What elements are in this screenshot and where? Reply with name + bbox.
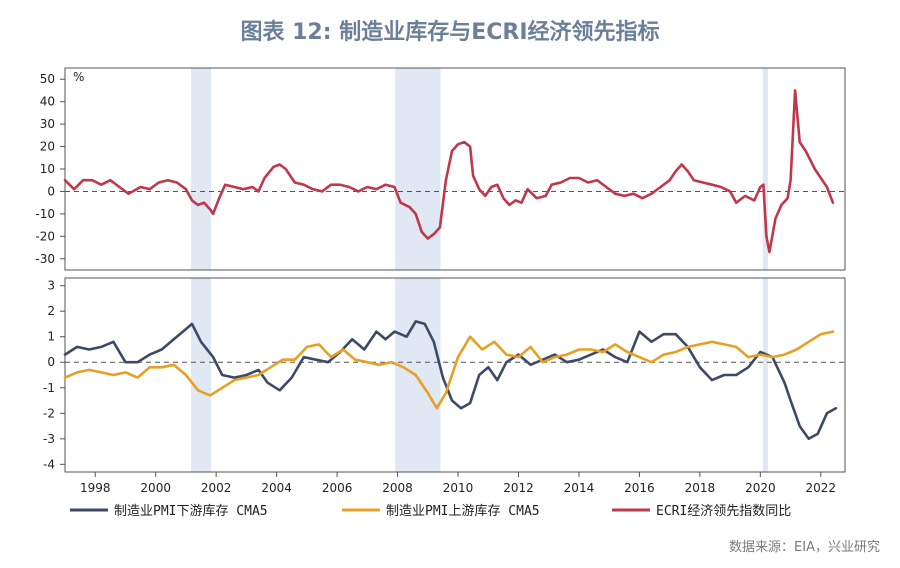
bottom-frame	[64, 277, 846, 473]
top-shade-0	[191, 68, 212, 270]
xtick-label-9: 2016	[624, 481, 655, 495]
ecri-panel: 50 40 30 20 10 0 -10 -20 -30%	[35, 67, 846, 271]
bottom-ytick-label-0: 3	[47, 279, 55, 293]
top-ytick-label-4: 10	[40, 162, 55, 176]
top-unit-label: %	[73, 70, 84, 84]
bottom-ytick-label-4: -1	[43, 381, 55, 395]
bottom-ytick-label-7: -4	[43, 457, 55, 471]
top-ytick-label-7: -20	[35, 229, 55, 243]
xtick-label-1: 2000	[140, 481, 171, 495]
top-ytick-label-0: 50	[40, 72, 55, 86]
bottom-shade-2	[762, 278, 768, 472]
xtick-label-3: 2004	[261, 481, 292, 495]
xtick-label-10: 2018	[685, 481, 716, 495]
bottom-ytick-label-5: -2	[43, 406, 55, 420]
top-shade-2	[762, 68, 768, 270]
top-ytick-label-1: 40	[40, 95, 55, 109]
xtick-label-7: 2012	[503, 481, 534, 495]
page-title: 图表 12: 制造业库存与ECRI经济领先指标	[240, 20, 660, 45]
top-ytick-label-8: -30	[35, 252, 55, 266]
xtick-label-6: 2010	[443, 481, 474, 495]
legend-label-1: 制造业PMI上游库存 CMA5	[386, 503, 540, 519]
legend: 制造业PMI下游库存 CMA5 制造业PMI上游库存 CMA5 ECRI经济领先指数…	[70, 503, 791, 519]
pmi-inventory-panel: 3 2 1 0 -1 -2 -3 -4 1998 2000 2002 2004 2006 2008 2010…	[43, 277, 846, 495]
top-frame	[64, 67, 846, 271]
legend-label-2: ECRI经济领先指数同比	[656, 504, 791, 519]
xtick-label-8: 2014	[564, 481, 595, 495]
bottom-shade-0	[191, 278, 212, 472]
bottom-ytick-label-1: 2	[47, 304, 55, 318]
bottom-ytick-label-3: 0	[47, 355, 55, 369]
xtick-label-2: 2002	[201, 481, 232, 495]
top-ytick-label-6: -10	[35, 207, 55, 221]
bottom-ytick-label-6: -3	[43, 432, 55, 446]
xtick-label-5: 2008	[382, 481, 413, 495]
top-ytick-label-5: 0	[47, 184, 55, 198]
top-series-line-0	[63, 89, 835, 254]
bottom-ytick-label-2: 1	[47, 330, 55, 344]
source-note: 数据来源：EIA，兴业研究	[729, 540, 880, 555]
bottom-series-line-0	[63, 320, 838, 441]
top-ytick-label-3: 20	[40, 140, 55, 154]
bottom-series-line-1	[63, 330, 835, 410]
top-shade-1	[395, 68, 441, 270]
legend-label-0: 制造业PMI下游库存 CMA5	[114, 503, 268, 519]
xtick-label-11: 2020	[745, 481, 776, 495]
xtick-label-0: 1998	[80, 481, 111, 495]
xtick-label-12: 2022	[806, 481, 837, 495]
xtick-label-4: 2006	[322, 481, 353, 495]
top-ytick-label-2: 30	[40, 117, 55, 131]
bottom-shade-1	[395, 278, 441, 472]
